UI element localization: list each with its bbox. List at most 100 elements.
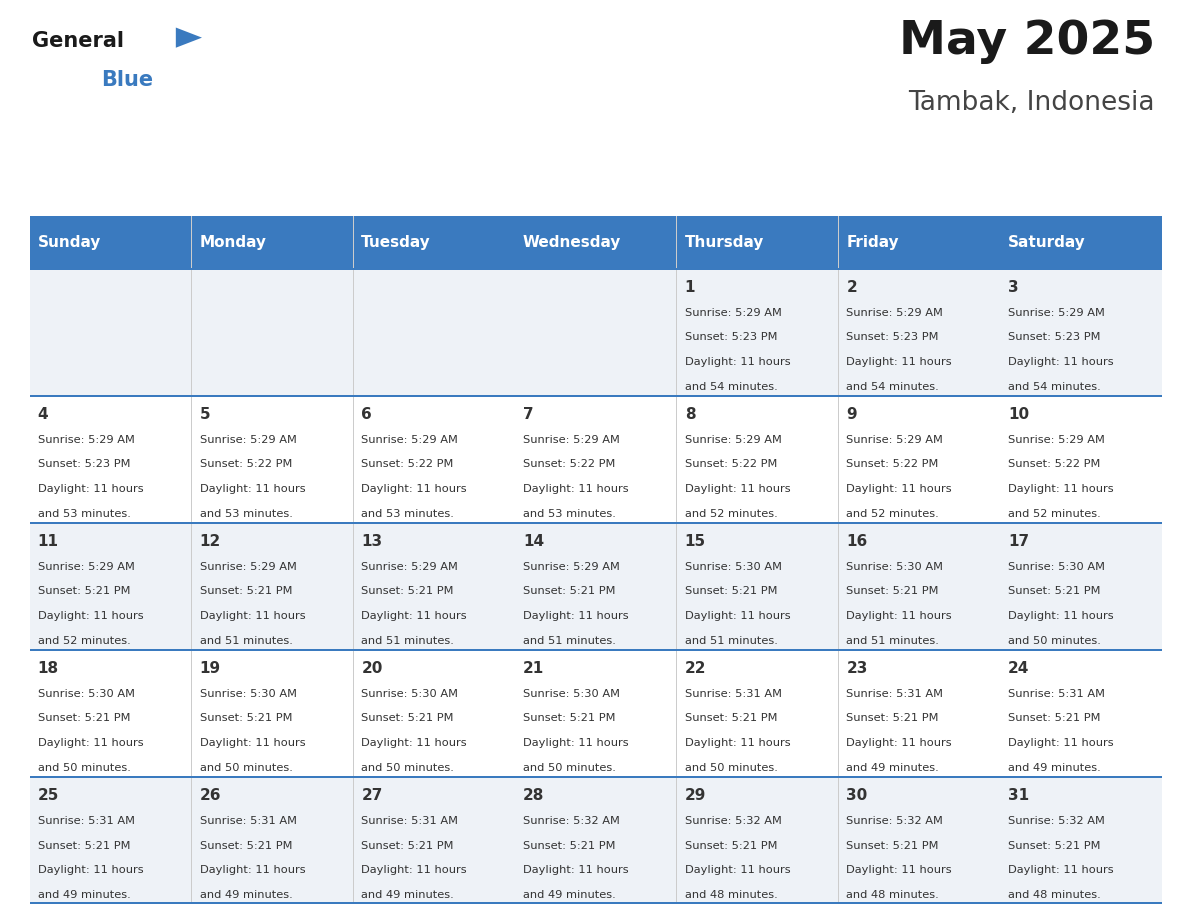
Text: 5: 5: [200, 407, 210, 422]
Text: Daylight: 11 hours: Daylight: 11 hours: [684, 357, 790, 367]
Text: Daylight: 11 hours: Daylight: 11 hours: [38, 611, 144, 621]
Text: Daylight: 11 hours: Daylight: 11 hours: [38, 484, 144, 494]
Text: Blue: Blue: [101, 70, 153, 90]
Text: and 52 minutes.: and 52 minutes.: [684, 509, 777, 519]
Text: Tuesday: Tuesday: [361, 235, 431, 250]
Text: and 51 minutes.: and 51 minutes.: [523, 636, 615, 646]
Text: Daylight: 11 hours: Daylight: 11 hours: [847, 738, 952, 748]
Text: Sunrise: 5:29 AM: Sunrise: 5:29 AM: [847, 308, 943, 318]
Text: General: General: [32, 31, 124, 51]
Text: 6: 6: [361, 407, 372, 422]
Text: Sunset: 5:21 PM: Sunset: 5:21 PM: [523, 713, 615, 723]
Text: Daylight: 11 hours: Daylight: 11 hours: [200, 484, 305, 494]
Text: Sunset: 5:21 PM: Sunset: 5:21 PM: [361, 841, 454, 850]
Text: and 52 minutes.: and 52 minutes.: [38, 636, 131, 646]
Text: and 53 minutes.: and 53 minutes.: [200, 509, 292, 519]
Text: Sunset: 5:21 PM: Sunset: 5:21 PM: [38, 713, 131, 723]
Text: and 53 minutes.: and 53 minutes.: [361, 509, 454, 519]
Text: 1: 1: [684, 280, 695, 295]
Text: Sunset: 5:21 PM: Sunset: 5:21 PM: [1009, 841, 1101, 850]
Text: Daylight: 11 hours: Daylight: 11 hours: [1009, 866, 1114, 875]
Text: and 49 minutes.: and 49 minutes.: [1009, 763, 1101, 773]
Text: Daylight: 11 hours: Daylight: 11 hours: [684, 484, 790, 494]
Text: 2: 2: [847, 280, 858, 295]
Text: 16: 16: [847, 534, 867, 549]
Text: Daylight: 11 hours: Daylight: 11 hours: [847, 866, 952, 875]
Text: Daylight: 11 hours: Daylight: 11 hours: [1009, 484, 1114, 494]
Text: Daylight: 11 hours: Daylight: 11 hours: [523, 738, 628, 748]
Text: Sunset: 5:21 PM: Sunset: 5:21 PM: [847, 587, 939, 597]
Text: Sunset: 5:22 PM: Sunset: 5:22 PM: [684, 459, 777, 469]
Text: and 48 minutes.: and 48 minutes.: [847, 890, 940, 900]
Text: 24: 24: [1009, 661, 1030, 677]
Text: Sunset: 5:23 PM: Sunset: 5:23 PM: [684, 332, 777, 342]
Text: Sunrise: 5:31 AM: Sunrise: 5:31 AM: [1009, 688, 1105, 699]
Text: and 50 minutes.: and 50 minutes.: [200, 763, 292, 773]
Text: Sunrise: 5:30 AM: Sunrise: 5:30 AM: [38, 688, 134, 699]
Text: and 51 minutes.: and 51 minutes.: [200, 636, 292, 646]
Text: Sunrise: 5:29 AM: Sunrise: 5:29 AM: [38, 562, 134, 572]
Text: and 54 minutes.: and 54 minutes.: [684, 382, 777, 392]
Text: Daylight: 11 hours: Daylight: 11 hours: [200, 866, 305, 875]
Text: and 50 minutes.: and 50 minutes.: [1009, 636, 1101, 646]
Text: Sunrise: 5:32 AM: Sunrise: 5:32 AM: [1009, 816, 1105, 825]
Text: Sunrise: 5:30 AM: Sunrise: 5:30 AM: [847, 562, 943, 572]
Text: Sunset: 5:21 PM: Sunset: 5:21 PM: [200, 841, 292, 850]
Text: Daylight: 11 hours: Daylight: 11 hours: [38, 738, 144, 748]
Text: 23: 23: [847, 661, 868, 677]
Text: Tambak, Indonesia: Tambak, Indonesia: [909, 90, 1155, 116]
Text: Wednesday: Wednesday: [523, 235, 621, 250]
Text: and 50 minutes.: and 50 minutes.: [361, 763, 454, 773]
Text: Daylight: 11 hours: Daylight: 11 hours: [361, 738, 467, 748]
Text: Daylight: 11 hours: Daylight: 11 hours: [684, 866, 790, 875]
Text: Sunrise: 5:29 AM: Sunrise: 5:29 AM: [38, 434, 134, 444]
Text: Sunrise: 5:30 AM: Sunrise: 5:30 AM: [523, 688, 620, 699]
Text: and 49 minutes.: and 49 minutes.: [200, 890, 292, 900]
Text: 10: 10: [1009, 407, 1029, 422]
Text: and 53 minutes.: and 53 minutes.: [523, 509, 615, 519]
Text: and 54 minutes.: and 54 minutes.: [1009, 382, 1101, 392]
Text: and 50 minutes.: and 50 minutes.: [523, 763, 615, 773]
Text: Sunset: 5:22 PM: Sunset: 5:22 PM: [523, 459, 615, 469]
Text: and 51 minutes.: and 51 minutes.: [847, 636, 940, 646]
Text: Sunset: 5:21 PM: Sunset: 5:21 PM: [684, 587, 777, 597]
Text: 9: 9: [847, 407, 857, 422]
Text: Sunrise: 5:29 AM: Sunrise: 5:29 AM: [1009, 434, 1105, 444]
Text: 7: 7: [523, 407, 533, 422]
Text: Saturday: Saturday: [1009, 235, 1086, 250]
Text: Sunset: 5:22 PM: Sunset: 5:22 PM: [847, 459, 939, 469]
Text: and 50 minutes.: and 50 minutes.: [684, 763, 778, 773]
Text: Sunrise: 5:29 AM: Sunrise: 5:29 AM: [847, 434, 943, 444]
Text: 22: 22: [684, 661, 706, 677]
Text: Monday: Monday: [200, 235, 266, 250]
Text: Sunrise: 5:31 AM: Sunrise: 5:31 AM: [847, 688, 943, 699]
Text: Daylight: 11 hours: Daylight: 11 hours: [684, 611, 790, 621]
Text: Sunrise: 5:31 AM: Sunrise: 5:31 AM: [684, 688, 782, 699]
Text: 20: 20: [361, 661, 383, 677]
Text: Sunset: 5:21 PM: Sunset: 5:21 PM: [684, 841, 777, 850]
Text: Sunrise: 5:29 AM: Sunrise: 5:29 AM: [523, 434, 620, 444]
Text: Sunrise: 5:30 AM: Sunrise: 5:30 AM: [684, 562, 782, 572]
Text: 30: 30: [847, 789, 867, 803]
Text: Sunrise: 5:29 AM: Sunrise: 5:29 AM: [523, 562, 620, 572]
Text: and 48 minutes.: and 48 minutes.: [1009, 890, 1101, 900]
Text: Daylight: 11 hours: Daylight: 11 hours: [523, 866, 628, 875]
Text: Sunrise: 5:32 AM: Sunrise: 5:32 AM: [847, 816, 943, 825]
Text: 27: 27: [361, 789, 383, 803]
Text: Sunset: 5:21 PM: Sunset: 5:21 PM: [847, 713, 939, 723]
Text: Sunset: 5:21 PM: Sunset: 5:21 PM: [1009, 713, 1101, 723]
Text: 15: 15: [684, 534, 706, 549]
Text: Sunrise: 5:31 AM: Sunrise: 5:31 AM: [38, 816, 134, 825]
Text: Sunset: 5:21 PM: Sunset: 5:21 PM: [38, 841, 131, 850]
Text: Sunset: 5:21 PM: Sunset: 5:21 PM: [361, 713, 454, 723]
Text: Sunrise: 5:31 AM: Sunrise: 5:31 AM: [200, 816, 297, 825]
Text: Sunset: 5:22 PM: Sunset: 5:22 PM: [361, 459, 454, 469]
Text: Sunrise: 5:29 AM: Sunrise: 5:29 AM: [361, 434, 459, 444]
Text: Sunrise: 5:29 AM: Sunrise: 5:29 AM: [200, 434, 296, 444]
Text: Daylight: 11 hours: Daylight: 11 hours: [1009, 611, 1114, 621]
Text: 17: 17: [1009, 534, 1029, 549]
Text: 8: 8: [684, 407, 695, 422]
Text: Sunset: 5:21 PM: Sunset: 5:21 PM: [523, 587, 615, 597]
Text: Sunset: 5:21 PM: Sunset: 5:21 PM: [200, 587, 292, 597]
Text: 18: 18: [38, 661, 59, 677]
